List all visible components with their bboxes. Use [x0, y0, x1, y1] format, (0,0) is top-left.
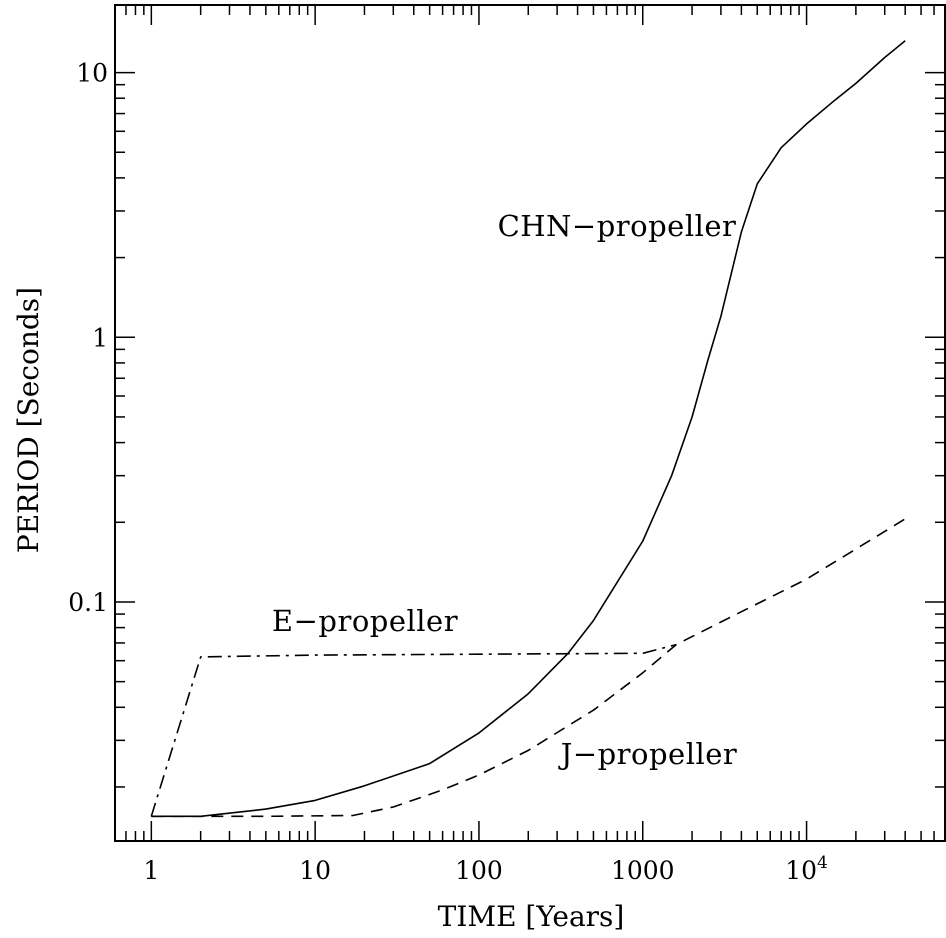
series-label: J−propeller [558, 737, 738, 771]
x-tick-label: 10 [299, 856, 331, 885]
series-label: CHN−propeller [498, 209, 737, 243]
series-group [150, 40, 906, 818]
axis-ticks [114, 5, 946, 841]
series-label: E−propeller [272, 604, 458, 638]
x-tick-exponent: 4 [817, 853, 828, 873]
x-tick-label: 100 [455, 856, 503, 885]
plot-frame [114, 4, 946, 842]
x-tick-label: 104 [785, 853, 828, 885]
text-labels: 1 10 100 1000 104 0.1 1 10 CHN−propeller J−propel… [68, 59, 828, 885]
series-line-dashed [151, 518, 906, 818]
x-tick-label: 1 [143, 856, 159, 885]
series-line-dash-dot [150, 643, 677, 817]
y-tick-label: 10 [76, 59, 108, 88]
x-tick-label: 1000 [611, 856, 675, 885]
y-tick-label: 1 [92, 323, 108, 352]
y-axis-title: PERIOD [Seconds] [12, 287, 45, 553]
x-axis-title: TIME [Years] [438, 900, 625, 933]
y-tick-label: 0.1 [68, 588, 108, 617]
series-line-solid [151, 40, 906, 818]
